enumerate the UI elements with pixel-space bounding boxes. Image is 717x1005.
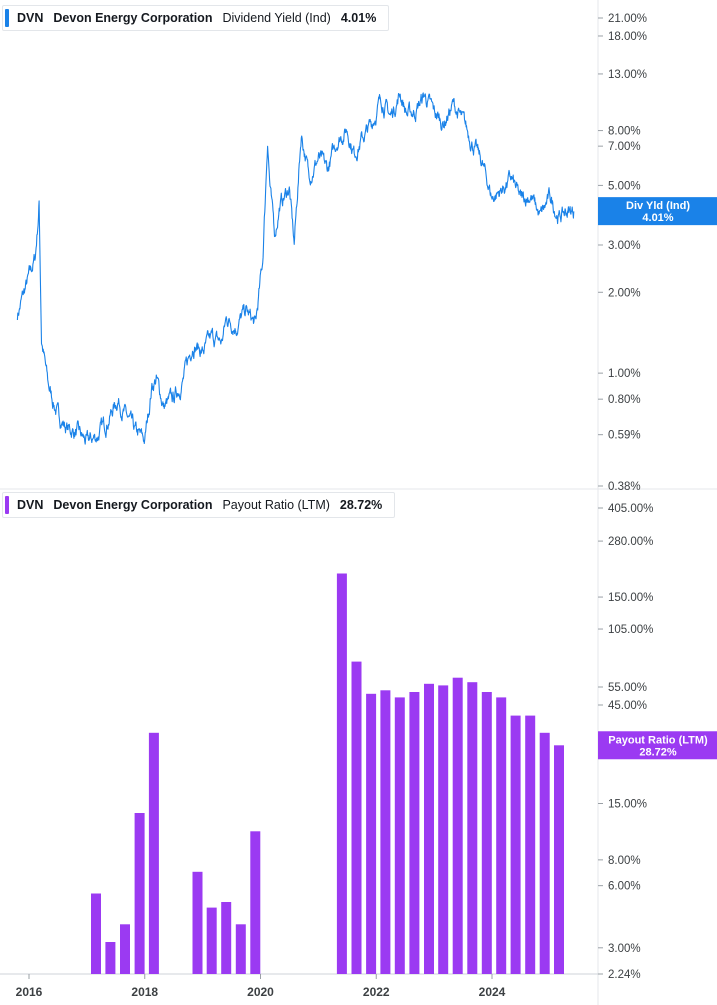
payout-y-tick-label: 55.00%: [608, 682, 647, 694]
payout-y-tick-label: 280.00%: [608, 536, 653, 548]
yield-legend-ticker: DVN: [17, 11, 44, 25]
payout-legend-swatch: [5, 496, 9, 514]
payout-bar: [496, 697, 507, 974]
payout-legend-value: 28.72%: [339, 498, 383, 512]
payout-value-marker: [598, 731, 717, 760]
payout-marker-label: Payout Ratio (LTM): [608, 734, 708, 746]
payout-bar: [380, 690, 391, 974]
payout-legend-ticker: DVN: [17, 498, 44, 512]
payout-legend-company: Devon Energy Corporation: [53, 498, 213, 512]
payout-bar: [134, 813, 145, 974]
payout-y-tick-label: 405.00%: [608, 503, 653, 515]
payout-bar: [351, 661, 362, 974]
yield-legend-metric: Dividend Yield (Ind): [222, 11, 331, 25]
payout-y-tick-label: 3.00%: [608, 943, 641, 955]
yield-y-tick-label: 5.00%: [608, 180, 641, 192]
yield-value-marker: [598, 197, 717, 226]
payout-marker-value: 28.72%: [639, 746, 677, 758]
x-tick-label: 2016: [16, 985, 43, 999]
payout-y-tick-label: 8.00%: [608, 855, 641, 867]
yield-legend-company: Devon Energy Corporation: [53, 11, 213, 25]
x-tick-label: 2024: [479, 985, 506, 999]
payout-bar: [525, 715, 536, 974]
payout-y-tick-label: 150.00%: [608, 592, 653, 604]
yield-y-tick-label: 21.00%: [608, 13, 647, 25]
payout-bar: [221, 902, 232, 974]
payout-bar: [192, 871, 203, 974]
yield-y-tick-label: 18.00%: [608, 31, 647, 43]
yield-legend-swatch: [5, 9, 9, 27]
payout-bar: [148, 732, 159, 974]
payout-bar: [206, 907, 217, 974]
yield-y-tick-label: 8.00%: [608, 126, 641, 138]
payout-bar: [394, 697, 405, 974]
payout-bar: [105, 942, 116, 974]
payout-bar: [120, 924, 130, 974]
yield-y-tick-label: 1.00%: [608, 368, 641, 380]
yield-marker-label: Div Yld (Ind): [626, 200, 690, 212]
payout-bar: [539, 732, 550, 974]
yield-y-tick-label: 3.00%: [608, 240, 641, 252]
payout-y-tick-label: 45.00%: [608, 700, 647, 712]
yield-y-tick-label: 2.00%: [608, 287, 641, 299]
payout-bar: [424, 683, 434, 974]
payout-bar: [409, 692, 420, 974]
payout-bar: [554, 745, 564, 974]
yield-y-tick-label: 13.00%: [608, 69, 647, 81]
payout-bar: [250, 831, 261, 974]
payout-y-tick-label: 105.00%: [608, 624, 653, 636]
yield-y-tick-label: 7.00%: [608, 141, 641, 153]
payout-bar: [366, 693, 377, 974]
payout-y-tick-label: 15.00%: [608, 799, 647, 811]
payout-legend[interactable]: DVN Devon Energy Corporation Payout Rati…: [2, 492, 396, 518]
yield-y-tick-label: 0.38%: [608, 481, 641, 493]
x-tick-label: 2022: [363, 985, 390, 999]
payout-bar: [467, 682, 478, 974]
payout-legend-metric: Payout Ratio (LTM): [222, 498, 330, 512]
payout-y-tick-label: 6.00%: [608, 881, 641, 893]
payout-bar: [438, 685, 449, 974]
yield-y-tick-label: 0.80%: [608, 394, 641, 406]
payout-bar: [452, 677, 463, 974]
x-tick-label: 2018: [131, 985, 158, 999]
payout-bar: [481, 692, 492, 974]
x-tick-label: 2020: [247, 985, 274, 999]
payout-bar: [336, 573, 347, 974]
payout-y-tick-label: 2.24%: [608, 969, 641, 981]
yield-legend[interactable]: DVN Devon Energy Corporation Dividend Yi…: [2, 5, 390, 31]
yield-line: [16, 92, 575, 445]
yield-y-tick-label: 0.59%: [608, 430, 641, 442]
payout-bar: [510, 715, 521, 974]
yield-legend-value: 4.01%: [340, 11, 377, 25]
payout-bar: [91, 893, 101, 974]
yield-marker-value: 4.01%: [642, 212, 673, 224]
payout-bar: [235, 924, 246, 974]
